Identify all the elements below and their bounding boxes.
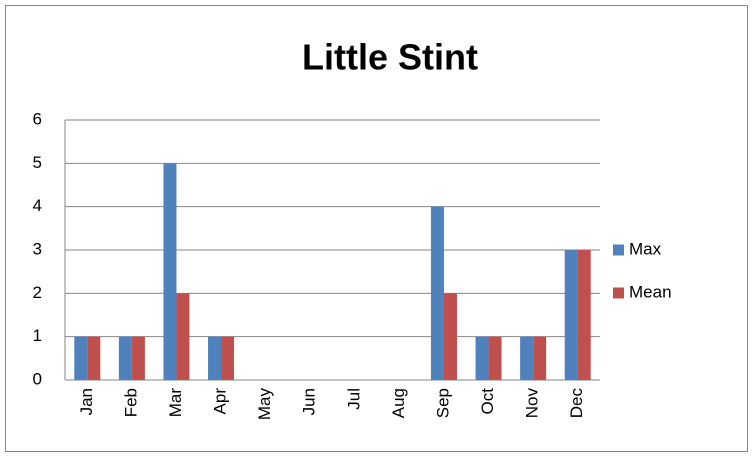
y-tick-label: 0 bbox=[33, 369, 42, 388]
x-tick-label: Mar bbox=[166, 388, 185, 418]
legend-label: Max bbox=[629, 239, 662, 258]
x-tick-label: Dec bbox=[567, 388, 586, 419]
bar bbox=[176, 293, 190, 380]
legend-swatch bbox=[613, 287, 624, 299]
bar bbox=[533, 336, 547, 380]
x-tick-label: Jul bbox=[344, 388, 363, 410]
x-tick-label: Oct bbox=[478, 388, 497, 415]
legend-label: Mean bbox=[629, 282, 672, 301]
bar bbox=[488, 336, 502, 380]
bar bbox=[520, 336, 534, 380]
bar bbox=[564, 250, 578, 380]
y-tick-label: 4 bbox=[33, 196, 42, 215]
y-tick-label: 3 bbox=[33, 239, 42, 258]
bar bbox=[443, 293, 457, 380]
y-tick-label: 2 bbox=[33, 283, 42, 302]
bar bbox=[475, 336, 489, 380]
legend-swatch bbox=[613, 244, 624, 256]
bar bbox=[163, 163, 177, 380]
chart-title: Little Stint bbox=[302, 37, 478, 78]
bar bbox=[87, 336, 101, 380]
x-tick-label: Nov bbox=[523, 388, 542, 419]
x-tick-label: Jan bbox=[77, 388, 96, 415]
x-tick-label: Apr bbox=[211, 388, 230, 415]
bar bbox=[221, 336, 235, 380]
y-tick-label: 1 bbox=[33, 326, 42, 345]
bar bbox=[131, 336, 145, 380]
bar bbox=[118, 336, 132, 380]
y-tick-label: 6 bbox=[33, 109, 42, 128]
x-tick-label: Aug bbox=[389, 388, 408, 418]
bar bbox=[577, 250, 591, 380]
y-tick-label: 5 bbox=[33, 153, 42, 172]
x-tick-label: Sep bbox=[433, 388, 452, 418]
bar bbox=[74, 336, 88, 380]
bar bbox=[208, 336, 222, 380]
x-tick-label: May bbox=[255, 388, 274, 421]
x-tick-label: Feb bbox=[121, 388, 140, 417]
bar bbox=[430, 206, 444, 380]
x-tick-label: Jun bbox=[300, 388, 319, 415]
